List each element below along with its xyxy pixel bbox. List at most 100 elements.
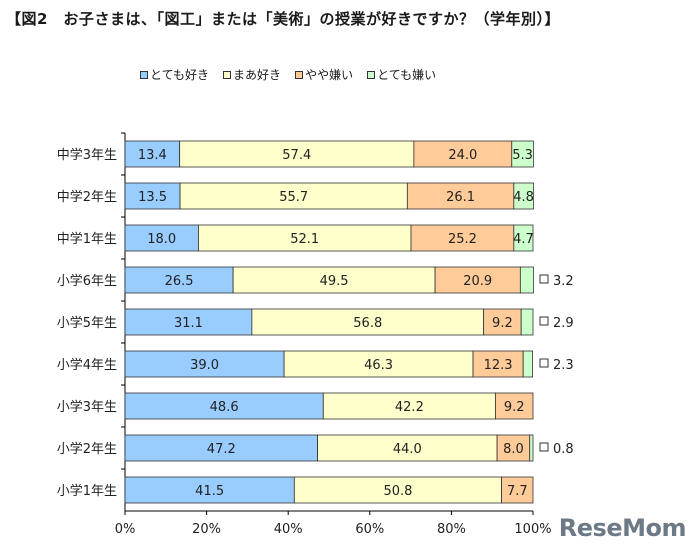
bar-0-2 <box>413 140 513 168</box>
bar-4-0 <box>124 308 253 336</box>
data-label-2-3: 4.7 <box>513 232 534 247</box>
data-label-3-2: 20.9 <box>463 274 492 289</box>
bar-6-2 <box>495 392 534 420</box>
legend-swatch-1 <box>223 70 232 79</box>
bar-8-1 <box>293 476 502 504</box>
watermark-logo: ReseMom <box>558 514 687 542</box>
legend-item-1: まあ好き <box>223 66 281 83</box>
data-label-7-1: 44.0 <box>393 442 422 457</box>
data-label-7-2: 8.0 <box>503 442 524 457</box>
bar-7-3 <box>529 434 534 462</box>
bar-3-3 <box>519 266 534 294</box>
data-label-1-0: 13.5 <box>138 190 167 205</box>
category-label-1: 中学2年生 <box>57 189 117 205</box>
data-label-6-1: 42.2 <box>395 400 424 415</box>
data-label-5-1: 46.3 <box>364 358 393 373</box>
bar-7-1 <box>317 434 498 462</box>
bar-4-3 <box>520 308 534 336</box>
category-label-6: 小学3年生 <box>57 399 117 415</box>
x-tick-label-2: 40% <box>274 522 303 537</box>
legend: とても好き まあ好き やや嫌い とても嫌い <box>140 66 436 83</box>
data-label-4-0: 31.1 <box>174 316 203 331</box>
data-label-0-1: 57.4 <box>282 148 311 163</box>
data-label-2-0: 18.0 <box>147 232 176 247</box>
data-label-marker-7-3 <box>539 442 549 452</box>
data-label-marker-4-3 <box>539 316 549 326</box>
bar-5-0 <box>124 350 285 378</box>
bar-1-3 <box>513 182 534 210</box>
category-label-8: 小学1年生 <box>57 483 117 499</box>
bar-2-3 <box>513 224 534 252</box>
data-label-4-3: 2.9 <box>553 316 574 331</box>
category-label-2: 中学1年生 <box>57 231 117 247</box>
legend-item-0: とても好き <box>140 66 209 83</box>
bar-1-0 <box>124 182 181 210</box>
bar-7-0 <box>124 434 318 462</box>
bar-3-0 <box>124 266 234 294</box>
bar-0-1 <box>179 140 415 168</box>
legend-label-3: とても嫌い <box>377 68 437 82</box>
x-tick-label-3: 60% <box>355 522 384 537</box>
data-label-1-1: 55.7 <box>279 190 308 205</box>
data-label-5-3: 2.3 <box>553 358 574 373</box>
legend-swatch-3 <box>367 70 376 79</box>
chart-title: 【図2 お子さまは、「図工」または「美術」の授業が好きですか？（学年別）】 <box>6 10 560 28</box>
category-label-5: 小学4年生 <box>57 357 117 373</box>
legend-label-2: やや嫌い <box>305 68 354 82</box>
bar-8-2 <box>501 476 534 504</box>
x-tick-label-1: 20% <box>192 522 221 537</box>
bar-0-0 <box>124 140 181 168</box>
data-label-2-2: 25.2 <box>448 232 477 247</box>
data-label-5-2: 12.3 <box>484 358 513 373</box>
data-label-3-0: 26.5 <box>165 274 194 289</box>
category-label-0: 中学3年生 <box>57 147 117 163</box>
data-label-8-0: 41.5 <box>195 484 224 499</box>
data-label-1-3: 4.8 <box>513 190 534 205</box>
bar-2-0 <box>124 224 199 252</box>
bar-6-1 <box>322 392 496 420</box>
data-label-4-2: 9.2 <box>492 316 513 331</box>
bar-4-1 <box>251 308 485 336</box>
x-tick-label-5: 100% <box>514 522 551 537</box>
data-label-7-3: 0.8 <box>553 442 574 457</box>
data-label-5-0: 39.0 <box>190 358 219 373</box>
bar-0-3 <box>511 140 534 168</box>
bar-6-0 <box>124 392 324 420</box>
data-label-3-3: 3.2 <box>553 274 574 289</box>
legend-swatch-2 <box>295 70 304 79</box>
bar-1-2 <box>406 182 515 210</box>
category-label-3: 小学6年生 <box>57 273 117 289</box>
category-label-4: 小学5年生 <box>57 315 117 331</box>
legend-label-0: とても好き <box>150 68 210 82</box>
data-label-marker-5-3 <box>539 358 549 368</box>
data-label-6-0: 48.6 <box>210 400 239 415</box>
bar-7-2 <box>496 434 531 462</box>
data-label-0-2: 24.0 <box>448 148 477 163</box>
data-label-1-2: 26.1 <box>446 190 475 205</box>
data-label-0-3: 5.3 <box>512 148 533 163</box>
legend-swatch-0 <box>140 70 148 79</box>
data-label-6-2: 9.2 <box>504 400 525 415</box>
data-label-2-1: 52.1 <box>290 232 319 247</box>
bar-4-2 <box>483 308 522 336</box>
data-label-marker-3-3 <box>539 274 549 284</box>
bar-5-3 <box>522 350 533 378</box>
bar-3-2 <box>434 266 521 294</box>
legend-item-2: やや嫌い <box>295 66 353 83</box>
x-tick-label-0: 0% <box>115 522 136 537</box>
bar-5-2 <box>472 350 524 378</box>
bar-3-1 <box>232 266 436 294</box>
data-label-8-2: 7.7 <box>507 484 528 499</box>
bar-2-1 <box>198 224 412 252</box>
legend-label-1: まあ好き <box>233 68 282 82</box>
watermark-text: ReseMom <box>558 514 687 542</box>
data-label-3-1: 49.5 <box>320 274 349 289</box>
data-label-4-1: 56.8 <box>353 316 382 331</box>
data-label-7-0: 47.2 <box>207 442 236 457</box>
data-label-0-0: 13.4 <box>138 148 167 163</box>
data-label-8-1: 50.8 <box>383 484 412 499</box>
bar-1-1 <box>179 182 408 210</box>
legend-item-3: とても嫌い <box>367 66 436 83</box>
category-label-7: 小学2年生 <box>57 441 117 457</box>
